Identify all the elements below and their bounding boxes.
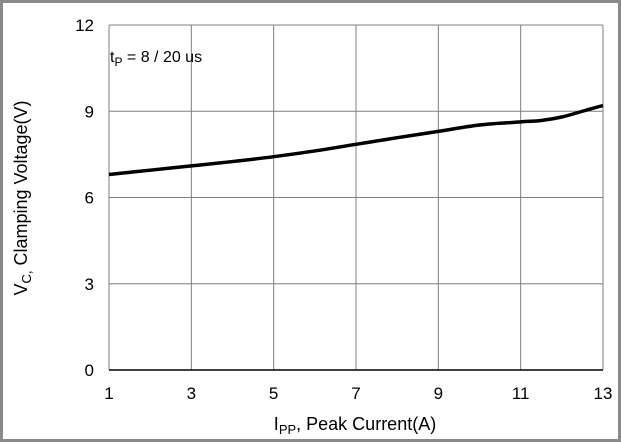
x-label-rest: , Peak Current(A) bbox=[296, 414, 436, 434]
y-tick-label: 0 bbox=[85, 361, 94, 380]
y-tick-label: 12 bbox=[75, 16, 94, 35]
grid bbox=[108, 24, 604, 370]
x-tick-label: 3 bbox=[187, 384, 196, 403]
pulse-width-annotation: tP = 8 / 20 us bbox=[110, 49, 202, 69]
x-tick-label: 11 bbox=[512, 384, 530, 403]
y-tick-labels: 0 3 6 9 12 bbox=[75, 16, 94, 380]
y-label-rest: Clamping Voltage(V) bbox=[11, 100, 31, 270]
x-axis-label: IPP, Peak Current(A) bbox=[274, 414, 436, 437]
y-axis-label: VC, Clamping Voltage(V) bbox=[11, 100, 34, 295]
x-tick-labels: 1 3 5 7 9 11 13 bbox=[104, 384, 612, 403]
x-tick-label: 5 bbox=[269, 384, 278, 403]
x-tick-label: 7 bbox=[351, 384, 360, 403]
x-tick-label: 13 bbox=[594, 384, 613, 403]
y-tick-label: 9 bbox=[85, 102, 94, 121]
y-tick-label: 6 bbox=[85, 189, 94, 208]
series-layer bbox=[108, 103, 604, 177]
y-label-main: V bbox=[11, 284, 31, 296]
annotation-main: t bbox=[110, 49, 115, 66]
y-label-subscript: C, bbox=[19, 271, 34, 284]
annotation-subscript: P bbox=[114, 55, 122, 69]
x-tick-label: 1 bbox=[104, 384, 113, 403]
x-tick-label: 9 bbox=[434, 384, 443, 403]
annotation-rest: = 8 / 20 us bbox=[122, 49, 202, 66]
clamping-voltage-line bbox=[108, 103, 604, 177]
x-label-main: I bbox=[274, 414, 279, 434]
y-tick-label: 3 bbox=[85, 275, 94, 294]
x-label-subscript: PP bbox=[279, 422, 296, 437]
